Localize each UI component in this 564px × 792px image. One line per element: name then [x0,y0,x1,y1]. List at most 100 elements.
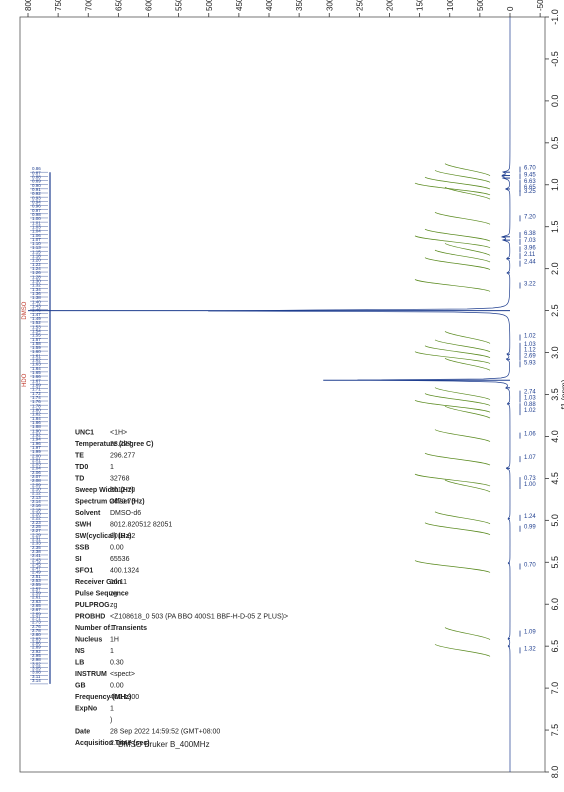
peak-label: 1.40 [32,299,41,304]
peak-label: 3.14 [32,678,41,683]
peak-label: 2.76 [32,624,41,629]
peak-label: 2.43 [32,557,41,562]
param-value: 32768 [110,476,130,483]
param-name: ExpNo [75,706,97,713]
peak-label: 1.59 [32,345,41,350]
peak-label: 1.49 [32,316,41,321]
param-value: 1 [110,464,114,471]
x-tick-label: 2.5 [550,304,560,317]
integral-value: 0.99 [524,525,536,531]
integral-value: 5.93 [524,360,536,366]
x-tick-label: 6.0 [550,598,560,611]
peak-label: 1.72 [32,391,41,396]
peak-label: 1.61 [32,353,41,358]
param-name: Number of Transients [75,625,147,632]
peak-label: 1.60 [32,349,41,354]
x-tick-label: 7.5 [550,724,560,737]
peak-label: 0.96 [32,204,41,209]
integral-value: 1.07 [524,455,536,461]
integral-curve [444,405,491,419]
param-value: 400.1300 [110,694,139,701]
param-value: 1H [110,637,119,644]
y-tick-label: 0 [506,6,515,11]
peak-label: 2.86 [32,640,41,645]
param-name: SWH [75,522,91,529]
peak-label: 2.47 [32,566,41,571]
peak-label: 1.26 [32,270,41,275]
integral-curve [434,644,491,657]
param-value: 28 Sep 2022 14:59:52 (GMT+08:00 [110,729,220,736]
peak-label: 1.22 [32,262,41,267]
param-name: SFO1 [75,568,93,575]
param-value: 8012.820512 82051 [110,522,172,529]
x-axis-label: f1 (ppm) [560,379,564,409]
peak-label: 2.23 [32,520,41,525]
param-name: Date [75,729,90,736]
y-tick-label: 5000 [476,0,485,11]
x-tick-label: 0.5 [550,137,560,150]
peak-label: 2.49 [32,570,41,575]
param-value: 1 [110,648,114,655]
param-name: SSB [75,545,89,552]
param-value: 1 [110,625,114,632]
peak-label: 1.24 [32,266,41,271]
peak-label: 0.90 [32,183,41,188]
param-name: Spectrum Offset (Hz) [75,499,145,506]
peak-label: 1.47 [32,312,41,317]
param-value: <spect> [110,671,135,678]
x-tick-label: 6.5 [550,640,560,653]
rotated-plot-group: -1.0 -0.5 0.0 0.5 1.0 1.5 2.0 2.5 3.0 3.5 4.0 4.5 5.… [19,0,564,778]
peak-label: 1.38 [32,295,41,300]
integral-value: 2.69 [524,354,536,360]
y-tick-label: 25000 [355,0,364,11]
param-name: Temperature (degree C) [75,441,153,448]
param-value: 65536 [110,556,130,563]
integral-value: 1.09 [524,630,536,636]
peak-label: 0.94 [32,199,41,204]
y-tick-label: 75000 [54,0,63,11]
integral-value: 2.11 [524,252,536,258]
x-axis: -1.0 -0.5 0.0 0.5 1.0 1.5 2.0 2.5 3.0 3.5 4.0 4.5 5.… [545,9,564,778]
peak-label: 2.57 [32,586,41,591]
peak-label: 2.95 [32,653,41,658]
x-tick-label: 4.5 [550,472,560,485]
param-value: ) [110,717,112,724]
x-tick-label: 2.0 [550,262,560,275]
x-tick-label: 1.5 [550,220,560,233]
peak-label: 2.29 [32,532,41,537]
peak-label: 2.12 [32,491,41,496]
peak-label: 2.98 [32,657,41,662]
peak-label: 1.71 [32,387,41,392]
y-tick-label: 40000 [265,0,274,11]
peak-label: 2.71 [32,616,41,621]
param-name: NS [75,648,85,655]
peak-label: 0.98 [32,212,41,217]
param-value: zg [110,591,118,598]
peak-label: 2.10 [32,487,41,492]
peak-label: 0.87 [32,170,41,175]
x-tick-label: 5.0 [550,514,560,527]
peak-label: 1.10 [32,241,41,246]
param-value: 23.277 [110,441,132,448]
peak-label: 2.53 [32,578,41,583]
peak-label: 3.05 [32,665,41,670]
integral-curve [434,249,491,263]
peak-label: 0.92 [32,191,41,196]
y-tick-label: 80000 [24,0,33,11]
peak-label: 1.94 [32,437,41,442]
peak-label: 2.78 [32,628,41,633]
integral-curve [444,163,491,176]
peak-label: 2.73 [32,620,41,625]
x-tick-label: -0.5 [550,51,560,67]
peak-label: 2.92 [32,649,41,654]
peak-label: 1.86 [32,420,41,425]
peak-label: 2.00 [32,453,41,458]
integral-value: 1.12 [524,348,536,354]
integral-value: 1.03 [524,342,536,348]
peak-label: 1.13 [32,245,41,250]
peak-label: 1.55 [32,333,41,338]
peak-label: 2.09 [32,482,41,487]
peak-label: 2.63 [32,599,41,604]
peak-label: 2.33 [32,541,41,546]
